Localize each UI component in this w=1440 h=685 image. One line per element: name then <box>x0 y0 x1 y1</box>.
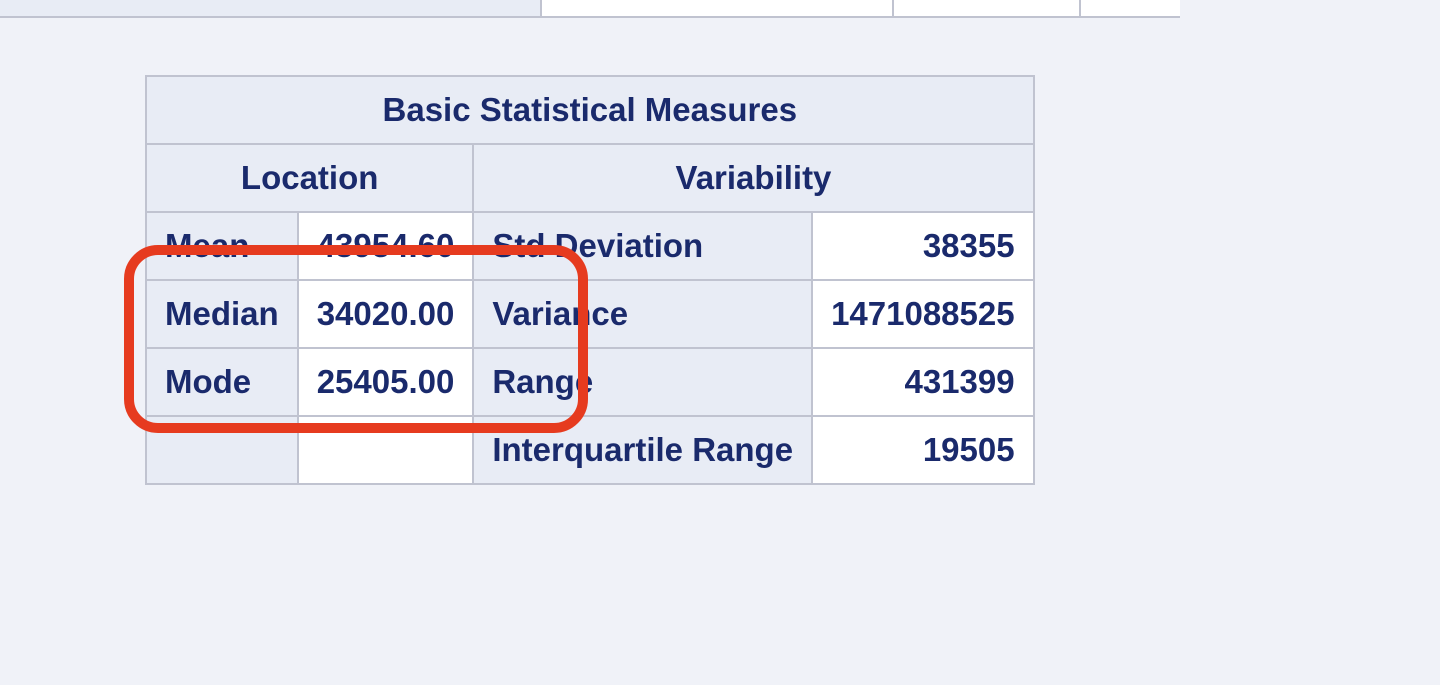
table-row: Mode 25405.00 Range 431399 <box>146 348 1034 416</box>
loc-label: Median <box>146 280 298 348</box>
table-title: Basic Statistical Measures <box>146 76 1034 144</box>
var-value: 38355 <box>812 212 1034 280</box>
loc-label <box>146 416 298 484</box>
location-header: Location <box>146 144 473 212</box>
var-value: 1471088525 <box>812 280 1034 348</box>
var-label: Std Deviation <box>473 212 812 280</box>
table-row: Mean 43954.60 Std Deviation 38355 <box>146 212 1034 280</box>
loc-value: 25405.00 <box>298 348 474 416</box>
var-label: Variance <box>473 280 812 348</box>
var-label: Interquartile Range <box>473 416 812 484</box>
var-value: 19505 <box>812 416 1034 484</box>
var-label: Range <box>473 348 812 416</box>
loc-label: Mean <box>146 212 298 280</box>
partial-table-fragment <box>0 0 1180 18</box>
var-value: 431399 <box>812 348 1034 416</box>
loc-value: 43954.60 <box>298 212 474 280</box>
loc-label: Mode <box>146 348 298 416</box>
loc-value: 34020.00 <box>298 280 474 348</box>
table-row: Median 34020.00 Variance 1471088525 <box>146 280 1034 348</box>
loc-value <box>298 416 474 484</box>
variability-header: Variability <box>473 144 1033 212</box>
table-row: Interquartile Range 19505 <box>146 416 1034 484</box>
basic-stats-table: Basic Statistical Measures Location Vari… <box>145 75 1035 485</box>
